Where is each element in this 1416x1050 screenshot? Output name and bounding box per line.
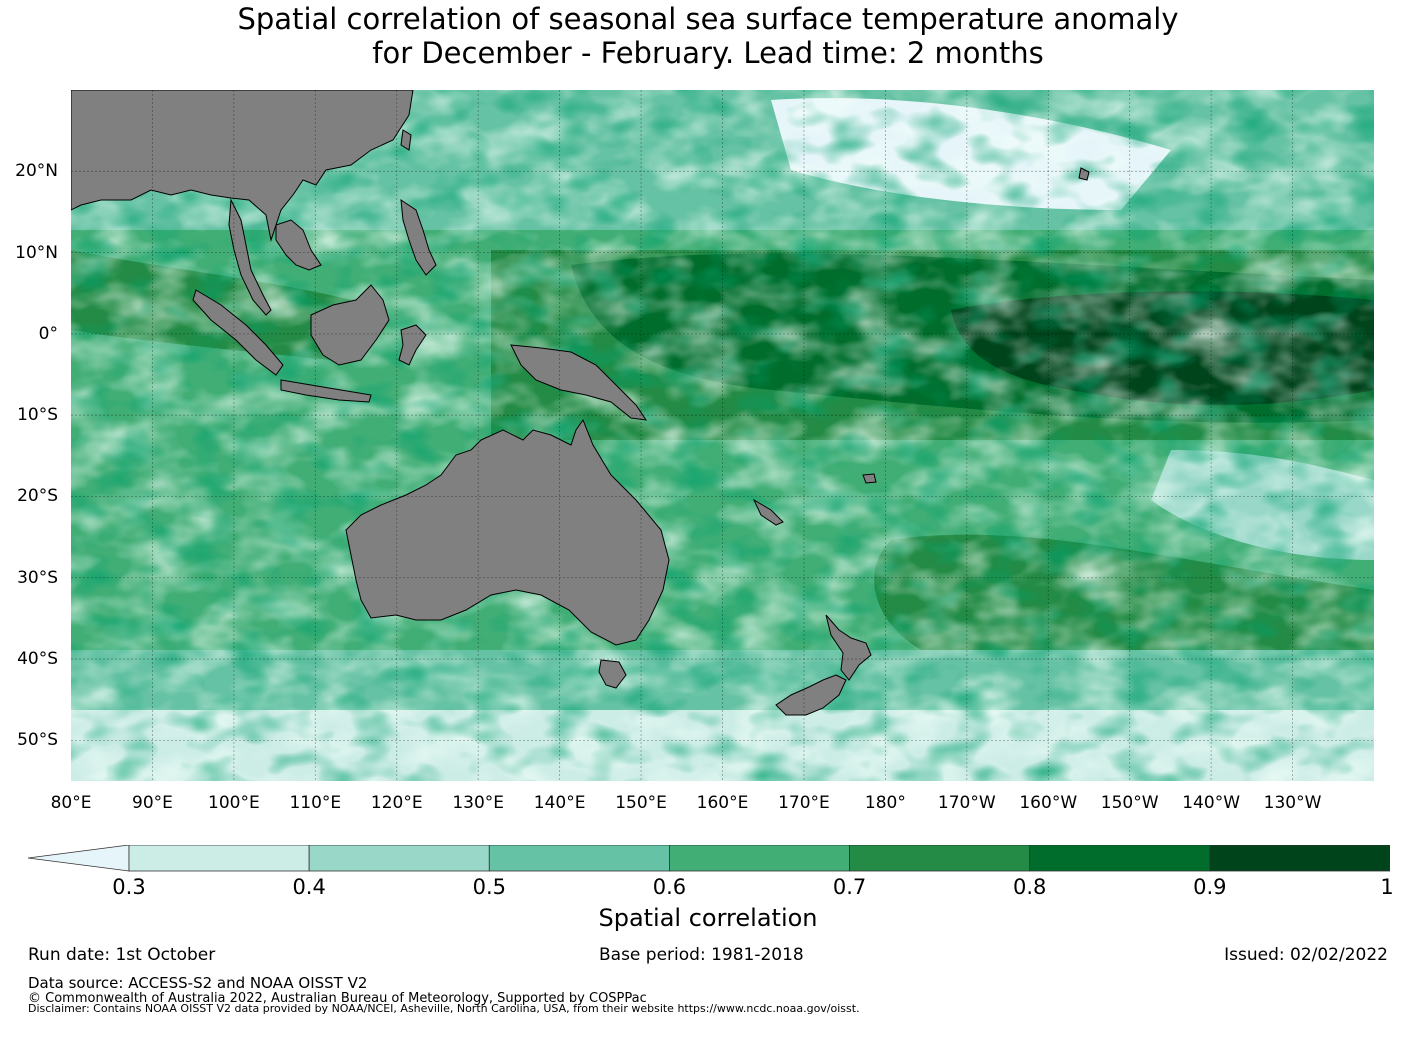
- land-sulawesi: [398, 324, 427, 366]
- longitude-label: 80°E: [50, 793, 92, 813]
- colorbar-segment: [1029, 845, 1211, 872]
- latitude-label: 30°S: [17, 567, 58, 588]
- longitude-label: 150°W: [1100, 793, 1159, 813]
- colorbar-segment: [128, 845, 310, 872]
- land-new-guinea: [510, 344, 648, 421]
- longitude-label: 120°E: [370, 793, 423, 813]
- longitude-label: 110°E: [289, 793, 342, 813]
- longitude-label: 170°E: [778, 793, 830, 813]
- longitude-label: 170°W: [937, 793, 996, 813]
- latitude-label: 10°N: [15, 242, 58, 263]
- correlation-map: [71, 90, 1374, 781]
- land-taiwan: [400, 129, 412, 151]
- longitude-label: 140°E: [533, 793, 586, 813]
- graticule: [71, 90, 1374, 781]
- land-malay-peninsula: [228, 198, 272, 316]
- longitude-label: 140°W: [1182, 793, 1241, 813]
- land-tasmania: [598, 659, 627, 689]
- latitude-label: 20°N: [15, 161, 58, 182]
- land-asia: [71, 90, 414, 242]
- land-nz-north: [825, 614, 872, 681]
- colorbar-segment: [488, 845, 670, 872]
- longitude-label: 160°E: [696, 793, 749, 813]
- colorbar-tick-label: 0.8: [1013, 875, 1047, 899]
- colorbar: [28, 845, 1390, 872]
- colorbar-tick-label: 0.7: [832, 875, 867, 899]
- land-indochina: [275, 219, 322, 271]
- latitude-label: 20°S: [17, 486, 58, 507]
- longitude-label: 90°E: [132, 793, 173, 813]
- colorbar-tick-label: 0.5: [472, 875, 506, 899]
- data-source: Data source: ACCESS-S2 and NOAA OISST V2: [28, 974, 368, 992]
- title-line-2: for December - February. Lead time: 2 mo…: [372, 36, 1044, 70]
- disclaimer: Disclaimer: Contains NOAA OISST V2 data …: [28, 1002, 860, 1015]
- issued-date: Issued: 02/02/2022: [1224, 945, 1388, 965]
- land-sumatra: [192, 289, 284, 376]
- land-java: [280, 379, 372, 403]
- land-fiji: [862, 473, 877, 484]
- longitude-label: 100°E: [208, 793, 260, 813]
- copyright: © Commonwealth of Australia 2022, Austra…: [28, 991, 647, 1006]
- colorbar-tick-label: 0.4: [292, 875, 326, 899]
- land-philippines: [400, 198, 437, 276]
- colorbar-segment: [669, 845, 850, 872]
- run-date: Run date: 1st October: [28, 945, 216, 965]
- latitude-label: 0°: [38, 323, 58, 344]
- colorbar-segment: [849, 845, 1031, 872]
- texture-dark: [71, 90, 1374, 781]
- colorbar-segment: [308, 845, 490, 872]
- colorbar-tick-label: 0.9: [1193, 875, 1227, 899]
- colorbar-label: Spatial correlation: [598, 904, 818, 932]
- land-borneo: [310, 284, 390, 366]
- land-nz-south: [775, 674, 847, 716]
- land-new-caledonia: [752, 498, 784, 526]
- latitude-label: 40°S: [17, 649, 58, 670]
- longitude-label: 160°W: [1019, 793, 1078, 813]
- latitude-label: 50°S: [17, 730, 58, 751]
- latitude-label: 10°S: [17, 405, 58, 426]
- longitude-label: 130°E: [452, 793, 505, 813]
- longitude-label: 150°E: [615, 793, 667, 813]
- colorbar-tick-label: 0.6: [652, 875, 687, 899]
- longitude-label: 180°: [864, 793, 906, 813]
- colorbar-under-arrow: [28, 845, 130, 872]
- land-australia: [345, 418, 670, 646]
- colorbar-tick-label: 0.3: [112, 875, 146, 899]
- colorbar-tick-label: 1: [1380, 875, 1394, 899]
- land-hawaii: [1078, 167, 1090, 181]
- longitude-label: 130°W: [1263, 793, 1322, 813]
- title-line-1: Spatial correlation of seasonal sea surf…: [237, 2, 1179, 36]
- map-title: Spatial correlation of seasonal sea surf…: [0, 2, 1416, 70]
- base-period: Base period: 1981-2018: [599, 945, 804, 965]
- land: [71, 90, 1090, 716]
- colorbar-segment: [1209, 845, 1390, 872]
